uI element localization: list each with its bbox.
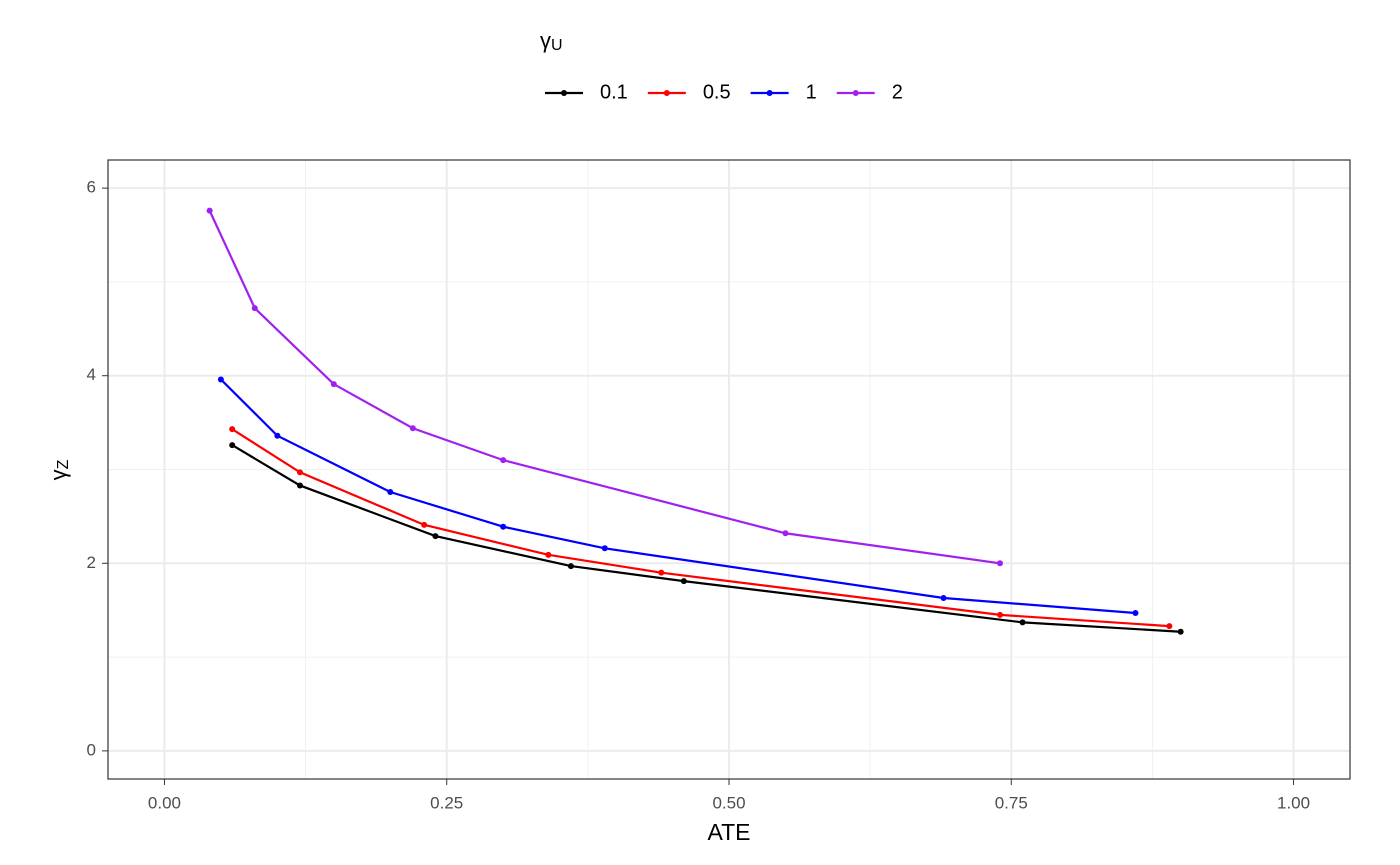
legend-dot (561, 90, 567, 96)
data-point (409, 425, 416, 432)
x-axis-title: ATE (707, 819, 750, 845)
data-point (217, 376, 224, 383)
data-point (274, 432, 281, 439)
data-point (296, 482, 303, 489)
y-axis-title: γZ (46, 459, 72, 480)
y-axis-title-subscript: Z (55, 459, 72, 469)
data-point (421, 521, 428, 528)
data-point (1177, 628, 1184, 635)
data-point (940, 594, 947, 601)
data-point (996, 560, 1003, 567)
y-axis-title-symbol: γ (46, 469, 71, 480)
legend-title-symbol: γ (540, 28, 551, 53)
x-tick-label: 1.00 (1277, 793, 1310, 812)
data-point (658, 569, 665, 576)
data-point (206, 207, 213, 214)
data-point (1019, 619, 1026, 626)
legend-label: 0.5 (703, 81, 731, 103)
data-point (500, 457, 507, 464)
series-line (208, 210, 1001, 565)
series-line (231, 428, 1170, 628)
data-point (567, 563, 574, 570)
legend-title-subscript: U (551, 37, 563, 54)
data-point (782, 530, 789, 537)
data-point (229, 442, 236, 449)
data-point (387, 489, 394, 496)
legend-label: 1 (806, 81, 817, 103)
data-point (251, 305, 258, 312)
data-point (296, 469, 303, 476)
data-point (229, 426, 236, 433)
x-tick-label: 0.00 (148, 793, 181, 812)
legend-label: 0.1 (600, 81, 628, 103)
data-point (432, 533, 439, 540)
data-point (330, 381, 337, 388)
legend-label: 2 (892, 81, 903, 103)
y-tick-label: 0 (87, 740, 96, 759)
x-tick-label: 0.75 (995, 793, 1028, 812)
data-point (680, 578, 687, 585)
y-tick-label: 6 (87, 178, 96, 197)
legend-dot (663, 90, 670, 96)
data-point (1166, 623, 1173, 630)
x-tick-label: 0.50 (712, 793, 745, 812)
series-line (231, 444, 1181, 633)
y-tick-label: 4 (87, 365, 96, 384)
plot-border (107, 159, 1351, 780)
data-point (500, 523, 507, 530)
legend-dot (852, 90, 859, 96)
legend-dot (766, 90, 773, 96)
data-point (601, 545, 608, 552)
legend-title: γU (540, 28, 563, 54)
x-tick-label: 0.25 (430, 793, 463, 812)
data-point (1132, 609, 1139, 616)
y-tick-label: 2 (87, 553, 96, 572)
data-point (545, 551, 552, 558)
data-point (996, 611, 1003, 618)
